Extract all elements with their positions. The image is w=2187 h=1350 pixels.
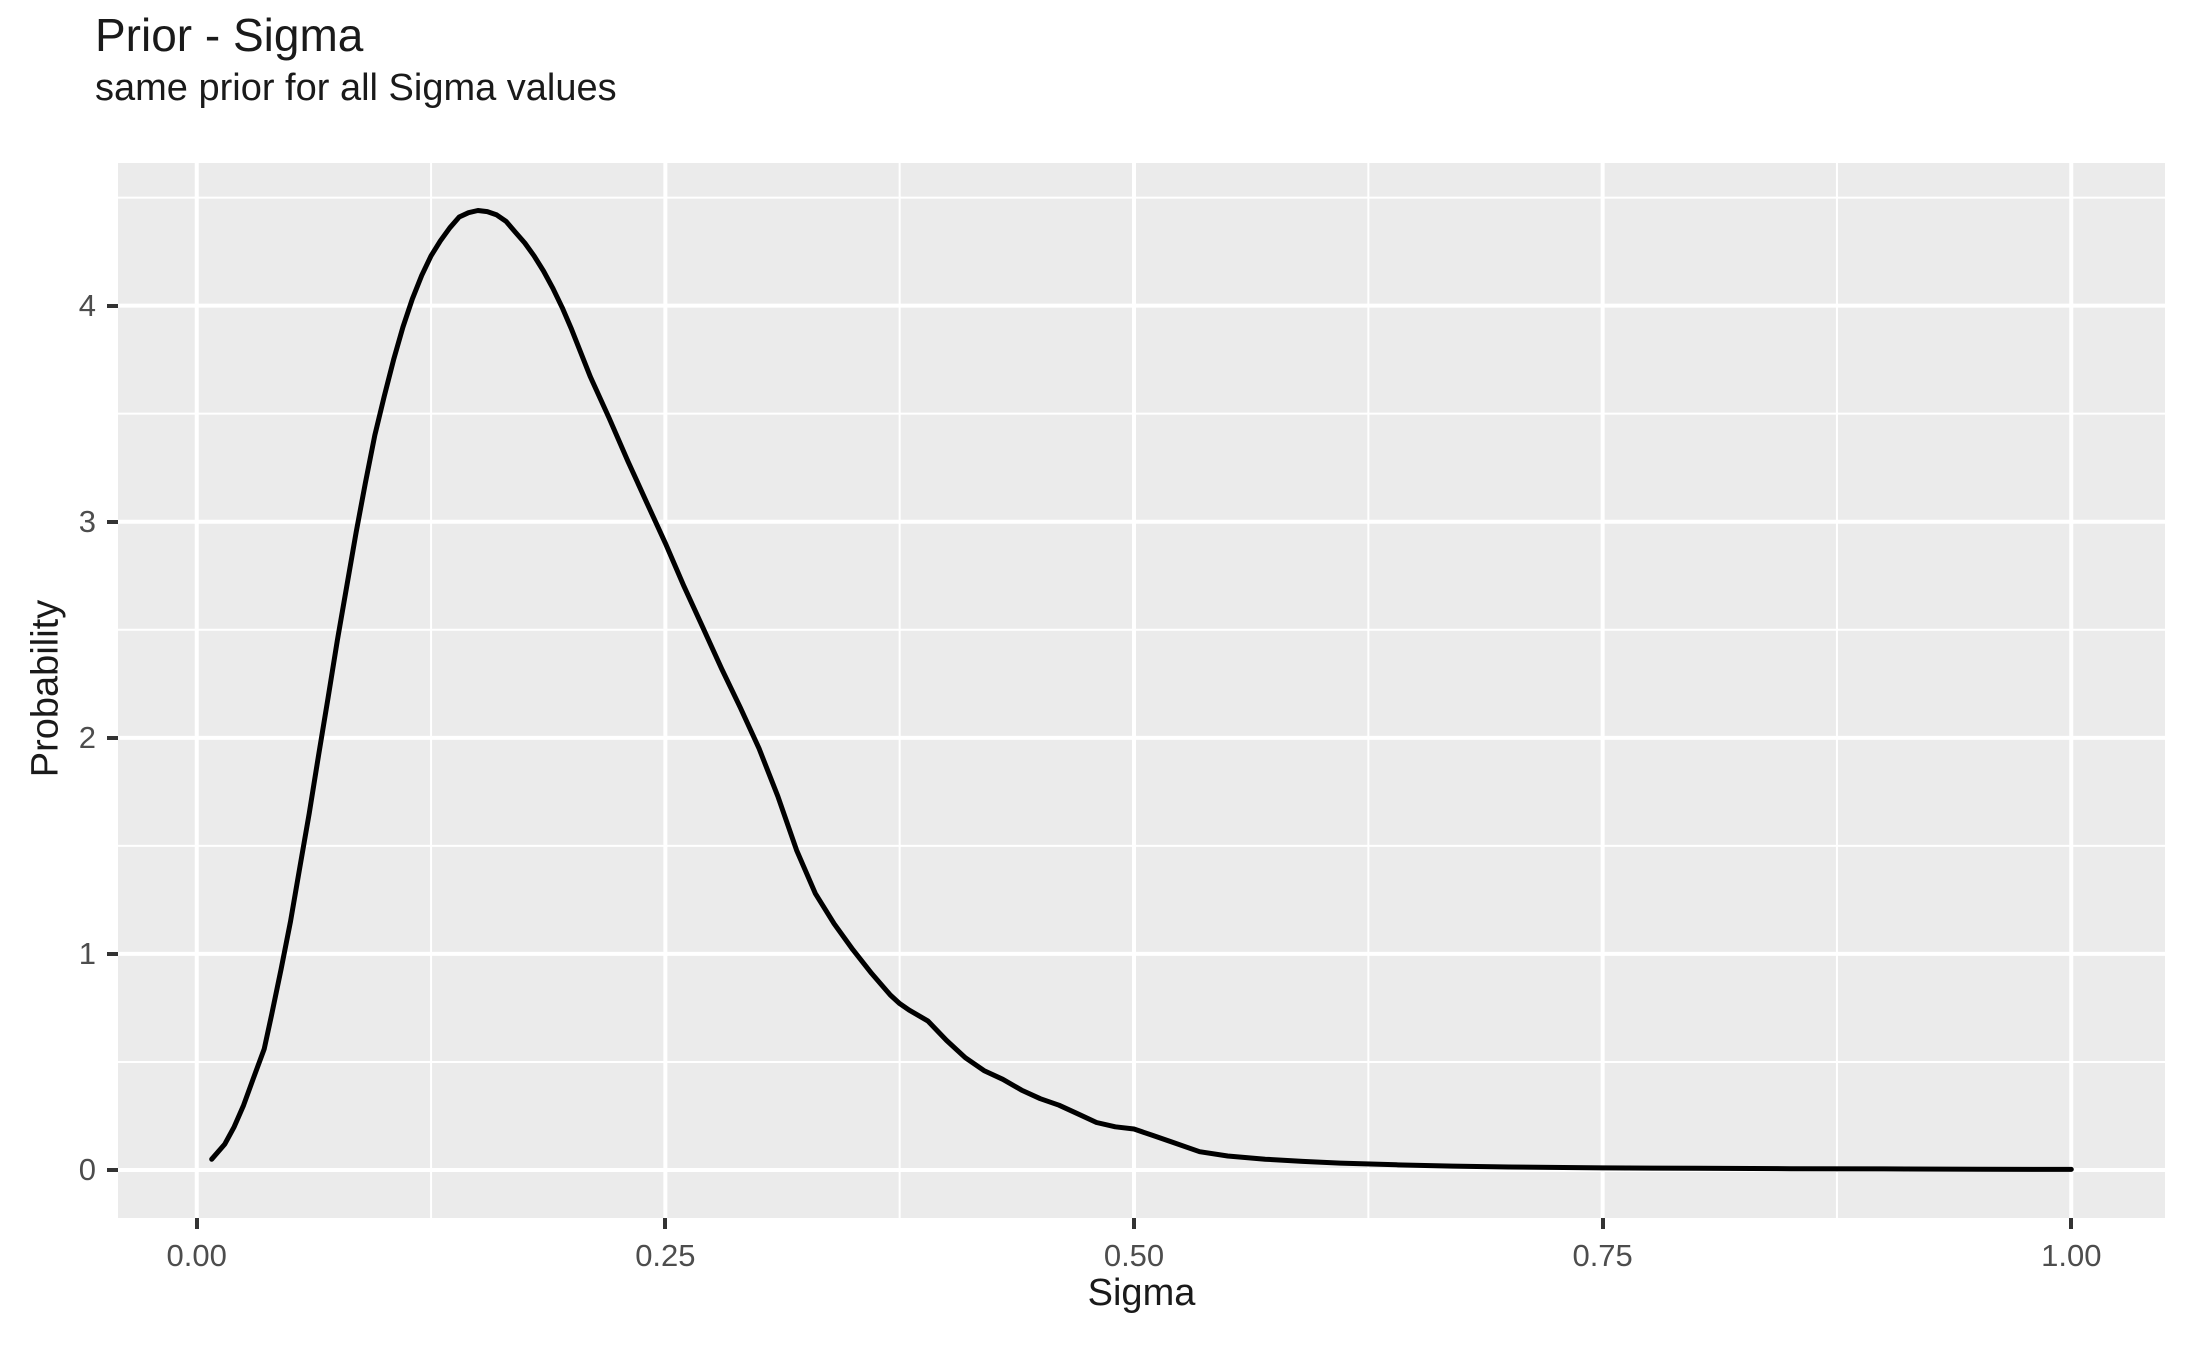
x-tick-label: 0.50 bbox=[1103, 1238, 1165, 1273]
plot-panel bbox=[118, 163, 2165, 1218]
x-axis-title: Sigma bbox=[1087, 1272, 1196, 1314]
y-tick-mark bbox=[107, 303, 118, 308]
x-tick-label: 0.00 bbox=[166, 1238, 227, 1273]
y-tick-mark bbox=[107, 735, 118, 740]
y-tick-mark bbox=[107, 951, 118, 956]
y-tick-label: 4 bbox=[78, 287, 96, 323]
y-tick-label: 0 bbox=[78, 1152, 96, 1188]
x-tick-mark bbox=[663, 1218, 668, 1229]
x-tick-mark bbox=[2069, 1218, 2074, 1229]
y-tick-label: 3 bbox=[78, 503, 96, 539]
plot-canvas bbox=[118, 163, 2165, 1218]
x-tick-label: 0.25 bbox=[635, 1238, 696, 1273]
y-axis-title: Probability bbox=[24, 599, 67, 777]
x-tick-mark bbox=[194, 1218, 199, 1229]
x-tick-label: 0.75 bbox=[1572, 1238, 1633, 1273]
density-curve bbox=[209, 208, 2074, 1172]
plot-title: Prior - Sigma bbox=[95, 9, 364, 61]
x-tick-label: 1.00 bbox=[2041, 1238, 2102, 1273]
plot-subtitle: same prior for all Sigma values bbox=[95, 67, 617, 109]
y-tick-mark bbox=[107, 519, 118, 524]
x-tick-mark bbox=[1600, 1218, 1605, 1229]
y-tick-mark bbox=[107, 1168, 118, 1173]
y-tick-label: 1 bbox=[78, 935, 96, 971]
x-tick-mark bbox=[1132, 1218, 1136, 1229]
y-tick-label: 2 bbox=[78, 719, 96, 755]
